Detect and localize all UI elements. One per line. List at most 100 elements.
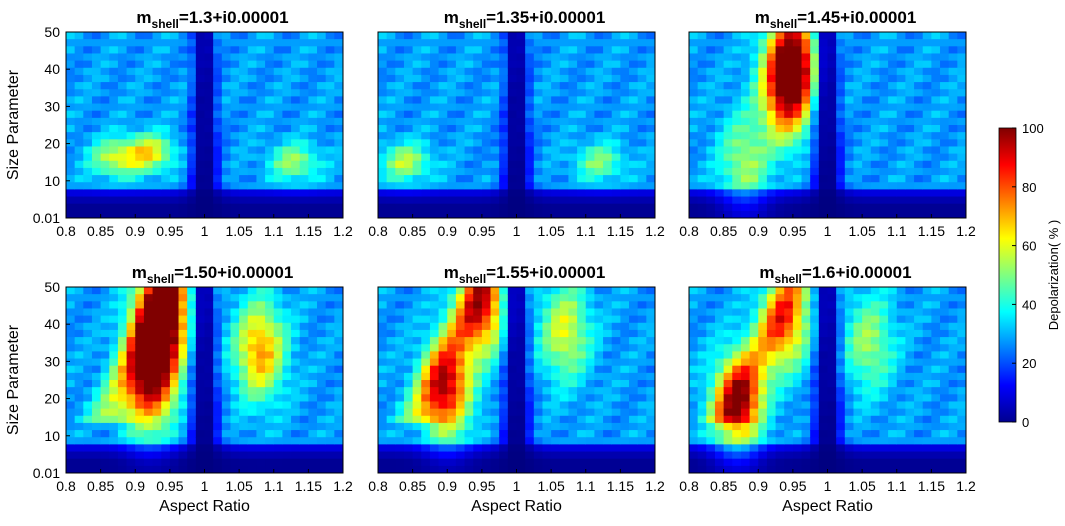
heatmap-cell bbox=[239, 60, 249, 69]
heatmap-cell bbox=[784, 380, 794, 388]
heatmap-cell bbox=[83, 146, 93, 155]
heatmap-cell bbox=[525, 203, 535, 212]
heatmap-cell bbox=[559, 132, 570, 140]
heatmap-cell bbox=[187, 196, 197, 205]
heatmap-cell bbox=[499, 146, 509, 155]
heatmap-cell bbox=[516, 160, 526, 169]
heatmap-cell bbox=[239, 74, 249, 83]
heatmap-cell bbox=[542, 153, 552, 162]
heatmap-cell bbox=[152, 160, 162, 169]
heatmap-cell bbox=[888, 322, 898, 331]
heatmap-cell bbox=[637, 110, 647, 119]
heatmap-cell bbox=[603, 329, 613, 338]
heatmap-cell bbox=[455, 458, 466, 467]
heatmap-cell bbox=[490, 394, 500, 403]
heatmap-cell bbox=[533, 74, 544, 83]
heatmap-cell bbox=[317, 39, 327, 47]
heatmap-cell bbox=[542, 203, 552, 212]
x-tick-label: 1.05 bbox=[849, 223, 876, 239]
heatmap-cell bbox=[551, 380, 561, 388]
heatmap-cell bbox=[922, 146, 932, 155]
heatmap-cell bbox=[714, 408, 725, 417]
heatmap-cell bbox=[568, 365, 578, 374]
heatmap-cell bbox=[308, 60, 318, 69]
heatmap-cell bbox=[282, 153, 292, 162]
heatmap-cell bbox=[473, 110, 483, 119]
heatmap-cell bbox=[629, 203, 639, 212]
heatmap-cell bbox=[195, 430, 206, 438]
heatmap-cell bbox=[481, 89, 492, 97]
heatmap-cell bbox=[879, 387, 889, 395]
heatmap-cell bbox=[438, 110, 448, 119]
heatmap-cell bbox=[922, 372, 932, 381]
heatmap-cell bbox=[689, 365, 699, 374]
heatmap-cell bbox=[577, 82, 587, 90]
heatmap-cell bbox=[844, 32, 855, 40]
heatmap-cell bbox=[204, 387, 214, 395]
heatmap-cell bbox=[83, 308, 93, 317]
heatmap-cell bbox=[620, 415, 630, 424]
heatmap-cell bbox=[100, 117, 110, 126]
heatmap-cell bbox=[689, 422, 699, 431]
heatmap-cell bbox=[577, 160, 587, 169]
heatmap-cell bbox=[542, 451, 552, 460]
heatmap-cell bbox=[308, 153, 318, 162]
heatmap-cell bbox=[378, 394, 388, 403]
heatmap-cell bbox=[792, 394, 803, 403]
heatmap-cell bbox=[629, 387, 639, 395]
heatmap-cell bbox=[455, 287, 466, 295]
heatmap-cell bbox=[308, 408, 318, 417]
heatmap-cell bbox=[914, 153, 924, 162]
heatmap-cell bbox=[758, 146, 768, 155]
heatmap-cell bbox=[948, 203, 958, 212]
heatmap-cell bbox=[827, 394, 837, 403]
heatmap-cell bbox=[914, 451, 924, 460]
heatmap-cell bbox=[386, 294, 396, 302]
heatmap-cell bbox=[317, 210, 327, 218]
heatmap-cell bbox=[775, 103, 785, 112]
heatmap-cell bbox=[577, 380, 587, 388]
heatmap-cell bbox=[481, 301, 492, 310]
heatmap-cell bbox=[551, 139, 561, 148]
heatmap-cell bbox=[637, 132, 647, 140]
x-tick-label: 1.1 bbox=[576, 223, 596, 239]
heatmap-cell bbox=[325, 380, 335, 388]
heatmap-cell bbox=[697, 153, 707, 162]
heatmap-cell bbox=[178, 415, 188, 424]
heatmap-cell bbox=[169, 451, 180, 460]
heatmap-cell bbox=[844, 132, 855, 140]
heatmap-cell bbox=[438, 203, 448, 212]
heatmap-cell bbox=[905, 153, 915, 162]
heatmap-cell bbox=[888, 196, 898, 205]
heatmap-cell bbox=[239, 387, 249, 395]
heatmap-cell bbox=[169, 415, 180, 424]
heatmap-cell bbox=[187, 203, 197, 212]
heatmap-cell bbox=[499, 408, 509, 417]
heatmap-cell bbox=[213, 408, 223, 417]
heatmap-cell bbox=[723, 153, 733, 162]
heatmap-cell bbox=[844, 308, 855, 317]
heatmap-cell bbox=[740, 210, 751, 218]
heatmap-cell bbox=[585, 60, 596, 69]
heatmap-cell bbox=[447, 315, 457, 324]
heatmap-cell bbox=[91, 125, 102, 133]
heatmap-cell bbox=[801, 430, 811, 438]
heatmap-cell bbox=[888, 89, 898, 97]
heatmap-cell bbox=[178, 437, 188, 445]
heatmap-cell bbox=[818, 160, 829, 169]
heatmap-cell bbox=[792, 301, 803, 310]
heatmap-cell bbox=[775, 358, 785, 367]
heatmap-cell bbox=[481, 329, 492, 338]
heatmap-cell bbox=[386, 96, 396, 105]
heatmap-cell bbox=[438, 210, 448, 218]
heatmap-cell bbox=[473, 182, 483, 190]
heatmap-cell bbox=[931, 372, 941, 381]
heatmap-cell bbox=[117, 125, 128, 133]
heatmap-cell bbox=[230, 175, 240, 183]
heatmap-cell bbox=[862, 203, 872, 212]
heatmap-cell bbox=[109, 153, 119, 162]
heatmap-cell bbox=[256, 430, 266, 438]
heatmap-cell bbox=[689, 465, 699, 473]
heatmap-cell bbox=[697, 430, 707, 438]
heatmap-cell bbox=[135, 53, 145, 62]
